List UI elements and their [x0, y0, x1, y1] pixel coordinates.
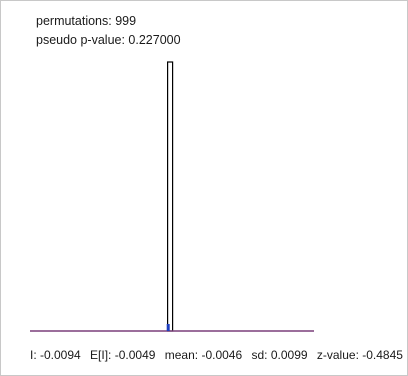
pseudo-p-value-label: pseudo p-value: 0.227000 — [36, 33, 181, 47]
permutations-label: permutations: 999 — [36, 14, 137, 28]
histogram-bars — [167, 61, 174, 332]
mean-stat: mean: -0.0046 — [164, 348, 243, 362]
z-value-stat: z-value: -0.4845 — [316, 348, 403, 362]
sd-stat: sd: 0.0099 — [251, 348, 308, 362]
histogram-bar — [167, 61, 174, 332]
expected-i-stat: E[I]: -0.0049 — [90, 348, 156, 362]
observed-i-stat: I: -0.0094 — [30, 348, 81, 362]
statistics-footer: I: -0.0094 E[I]: -0.0049 mean: -0.0046 s… — [30, 348, 408, 362]
observed-statistic-marker — [166, 324, 170, 331]
